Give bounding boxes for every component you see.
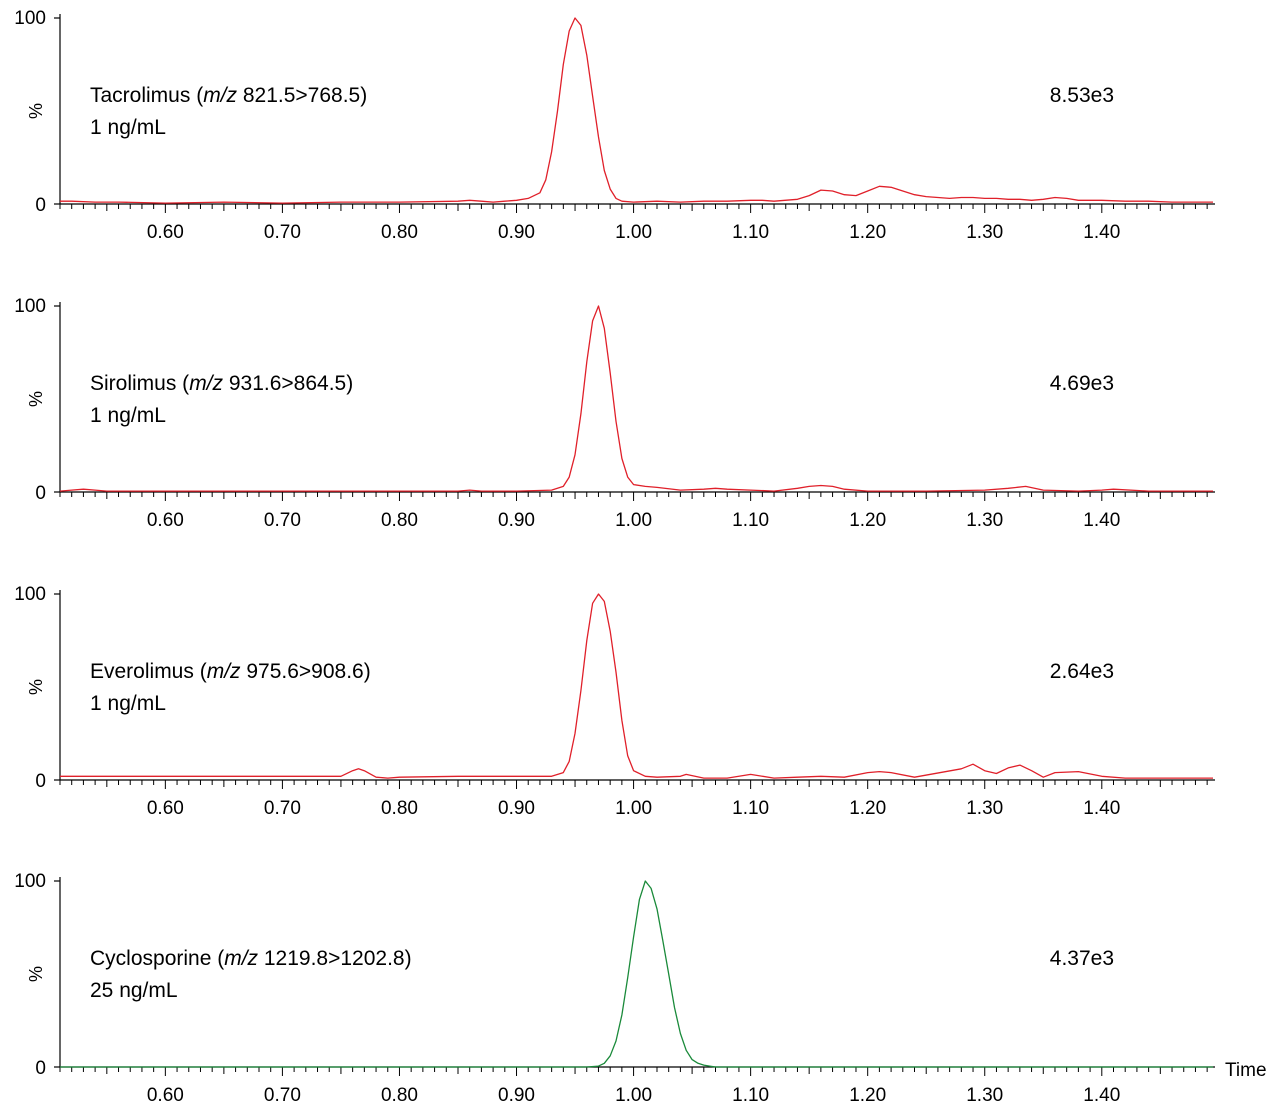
chromatogram-panel-3: 100 0% 0.60 0.70 0.80 0.90 1.00 1.10 1.20 1.30 1.4… (14, 584, 1215, 819)
chromatogram-trace (60, 880, 1213, 1068)
x-tick-label: 1.30 (966, 1085, 1003, 1106)
y-tick-label-100: 100 (14, 296, 46, 317)
x-tick-label: 0.90 (498, 1085, 535, 1106)
concentration-label: 1 ng/mL (90, 692, 166, 715)
y-tick-label-100: 100 (14, 8, 46, 29)
x-tick-label: 1.20 (849, 222, 886, 243)
y-axis-label: % (26, 679, 46, 695)
x-tick-label: 0.80 (381, 1085, 418, 1106)
x-tick-label: 0.80 (381, 510, 418, 531)
compound-label: Everolimus (m/z 975.6>908.6) (90, 660, 371, 683)
x-tick-label: 0.70 (264, 1085, 301, 1106)
x-tick-label: 0.60 (147, 222, 184, 243)
mz-label: m/z (207, 660, 241, 683)
y-axis-label: % (26, 391, 46, 407)
x-tick-label: 0.90 (498, 798, 535, 819)
x-tick-label: 0.90 (498, 510, 535, 531)
x-tick-label: 1.10 (732, 1085, 769, 1106)
x-tick-label: 1.20 (849, 510, 886, 531)
chromatogram-panel-2: 100 0% 0.60 0.70 0.80 0.90 1.00 1.10 1.20 1.30 1.4… (14, 296, 1215, 531)
x-tick-label: 1.40 (1083, 510, 1120, 531)
x-tick-label: 1.20 (849, 798, 886, 819)
x-tick-label: 1.10 (732, 222, 769, 243)
x-tick-label: 1.20 (849, 1085, 886, 1106)
x-tick-label: 0.70 (264, 510, 301, 531)
x-tick-label: 1.30 (966, 798, 1003, 819)
x-tick-label: 1.00 (615, 222, 652, 243)
chromatogram-panel-1: 100 0% 0.60 0.70 0.80 0.90 1.00 1.10 1.20 1.30 1.4… (14, 8, 1215, 243)
y-axis-label: % (26, 966, 46, 982)
chromatogram-trace (59, 305, 1213, 492)
y-tick-label-100: 100 (14, 584, 46, 605)
y-tick-label-100: 100 (14, 871, 46, 892)
x-axis-label: Time (1225, 1060, 1267, 1081)
intensity-label: 4.37e3 (1050, 947, 1114, 970)
intensity-label: 2.64e3 (1050, 660, 1114, 683)
mz-label: m/z (224, 947, 258, 970)
compound-name: Cyclosporine ( (90, 947, 224, 970)
x-tick-label: 0.80 (381, 222, 418, 243)
transition-label: 1219.8>1202.8) (258, 947, 412, 970)
x-tick-label: 0.60 (147, 1085, 184, 1106)
x-tick-label: 0.80 (381, 798, 418, 819)
x-tick-label: 1.10 (732, 510, 769, 531)
x-tick-label: 0.70 (264, 798, 301, 819)
x-tick-label: 1.40 (1083, 1085, 1120, 1106)
x-tick-label: 1.00 (615, 1085, 652, 1106)
chromatogram-trace (60, 17, 1213, 204)
compound-name: Sirolimus ( (90, 372, 189, 395)
x-tick-label: 1.40 (1083, 798, 1120, 819)
concentration-label: 1 ng/mL (90, 404, 166, 427)
y-tick-label-0: 0 (35, 1058, 46, 1079)
compound-label: Tacrolimus (m/z 821.5>768.5) (90, 84, 367, 107)
x-tick-label: 0.70 (264, 222, 301, 243)
concentration-label: 1 ng/mL (90, 116, 166, 139)
x-tick-label: 1.30 (966, 222, 1003, 243)
y-axis-label: % (26, 103, 46, 119)
transition-label: 821.5>768.5) (237, 84, 367, 107)
x-tick-label: 0.60 (147, 798, 184, 819)
intensity-label: 8.53e3 (1050, 84, 1114, 107)
compound-label: Sirolimus (m/z 931.6>864.5) (90, 372, 353, 395)
y-tick-label-0: 0 (35, 771, 46, 792)
x-tick-label: 1.00 (615, 798, 652, 819)
chromatogram-panel-4: 100 0% 0.60 0.70 0.80 0.90 1.00 1.10 1.20 1.30 1.4… (14, 871, 1215, 1106)
intensity-label: 4.69e3 (1050, 372, 1114, 395)
x-tick-label: 0.90 (498, 222, 535, 243)
y-tick-label-0: 0 (35, 195, 46, 216)
transition-label: 931.6>864.5) (223, 372, 353, 395)
compound-label: Cyclosporine (m/z 1219.8>1202.8) (90, 947, 412, 970)
x-tick-label: 1.00 (615, 510, 652, 531)
x-tick-label: 1.30 (966, 510, 1003, 531)
x-tick-label: 1.40 (1083, 222, 1120, 243)
x-tick-label: 0.60 (147, 510, 184, 531)
transition-label: 975.6>908.6) (241, 660, 371, 683)
compound-name: Everolimus ( (90, 660, 207, 683)
x-tick-label: 1.10 (732, 798, 769, 819)
chromatogram-trace (60, 593, 1213, 779)
y-tick-label-0: 0 (35, 483, 46, 504)
mz-label: m/z (189, 372, 223, 395)
concentration-label: 25 ng/mL (90, 979, 178, 1002)
mz-label: m/z (203, 84, 237, 107)
compound-name: Tacrolimus ( (90, 84, 203, 107)
